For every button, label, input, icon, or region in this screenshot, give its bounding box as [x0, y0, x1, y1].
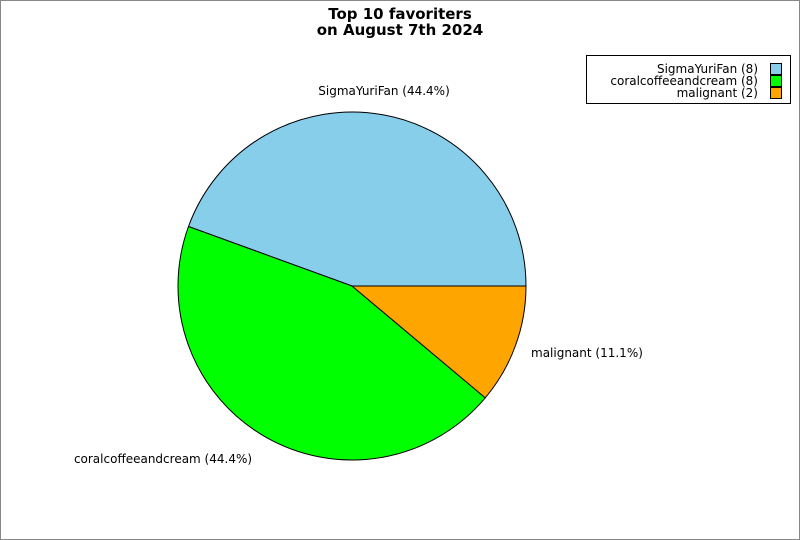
pie-slice-coralcoffeeandcream [177, 225, 486, 461]
legend-label: SigmaYuriFan (8) [656, 62, 758, 76]
legend-item-sigmayurifan: SigmaYuriFan (8) [657, 62, 782, 76]
slice-label-coralcoffeeandcream: coralcoffeeandcream (44.4%) [74, 452, 252, 466]
chart-title-line-1: Top 10 favoriters [328, 5, 472, 23]
legend-swatch [770, 87, 782, 99]
pie-labels: SigmaYuriFan (44.4%) coralcoffeeandcream … [74, 84, 643, 466]
legend-label: malignant (2) [676, 86, 758, 100]
pie-slices [177, 111, 527, 461]
legend-swatch [770, 75, 782, 87]
pie-slice-malignant [350, 285, 527, 399]
legend-swatch [770, 63, 782, 75]
slice-label-malignant: malignant (11.1%) [531, 346, 643, 360]
chart-title: Top 10 favoriters on August 7th 2024 [1, 6, 799, 38]
legend-item-malignant: malignant (2) [677, 86, 782, 100]
pie-slice-sigmayurifan [187, 111, 527, 287]
legend: SigmaYuriFan (8) coralcoffeeandcream (8)… [586, 55, 791, 104]
legend-item-coralcoffeeandcream: coralcoffeeandcream (8) [610, 74, 782, 88]
slice-label-sigmayurifan: SigmaYuriFan (44.4%) [318, 84, 450, 98]
chart-title-line-2: on August 7th 2024 [316, 21, 484, 39]
legend-label: coralcoffeeandcream (8) [610, 74, 758, 88]
